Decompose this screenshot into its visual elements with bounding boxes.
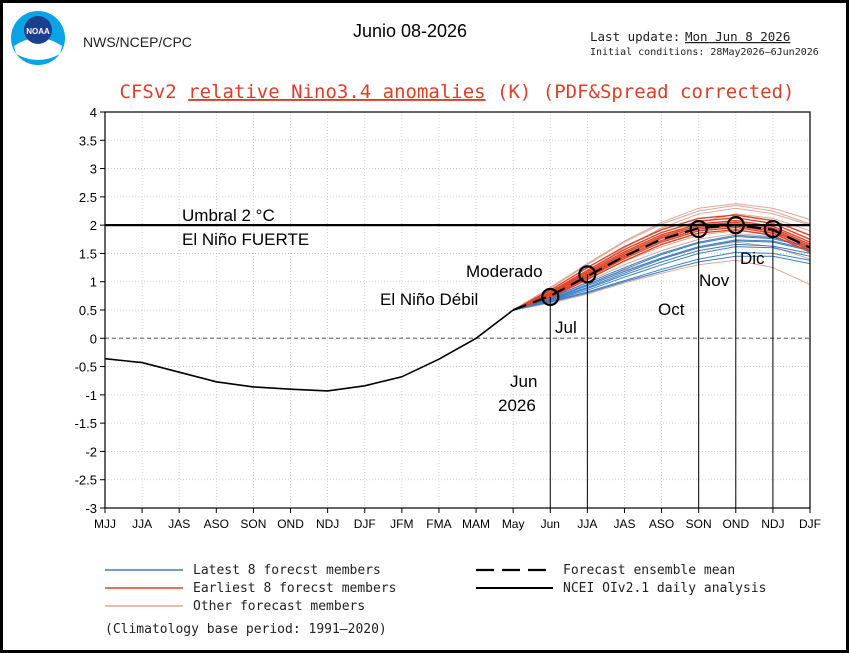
marker-circle xyxy=(726,216,745,235)
x-tick-label: May xyxy=(502,517,525,531)
x-tick-label: JFM xyxy=(390,517,413,531)
noaa-logo-text: NOAA xyxy=(26,27,50,36)
y-tick-label: -1.5 xyxy=(75,416,97,431)
analysis-line xyxy=(104,309,514,392)
x-tick-label: JJA xyxy=(132,517,152,531)
label-el-nino-debil: El Niño Débil xyxy=(380,290,478,309)
legend-mean: Forecast ensemble mean xyxy=(563,563,735,578)
title-part-model: CFSv2 xyxy=(120,81,189,103)
label-moderado: Moderado xyxy=(466,262,543,281)
x-tick-label: JJA xyxy=(577,517,597,531)
agency-label: NWS/NCEP/CPC xyxy=(83,34,192,50)
y-tick-label: 3.5 xyxy=(79,133,97,148)
noaa-logo: NOAA xyxy=(11,11,65,65)
x-tick-label: DJF xyxy=(799,517,821,531)
member-latest-line xyxy=(513,234,811,311)
member-other-line xyxy=(512,204,811,311)
x-tick-label: SON xyxy=(240,517,266,531)
member-other-line xyxy=(512,203,811,311)
member-latest-line xyxy=(513,240,811,311)
x-tick-label: OND xyxy=(722,517,749,531)
climatology-footnote: (Climatology base period: 1991–2020) xyxy=(105,622,387,637)
x-tick-label: JAS xyxy=(168,517,190,531)
annotations: Umbral 2 °C El Niño FUERTE Moderado El N… xyxy=(182,206,765,415)
initial-conditions: Initial conditions: 28May2026–6Jun2026 xyxy=(590,47,819,58)
legend-earliest: Earliest 8 forecst members xyxy=(193,581,397,596)
chart-title: CFSv2 relative Nino3.4 anomalies (K) (PD… xyxy=(120,81,795,103)
member-latest-line xyxy=(513,243,811,311)
label-oct: Oct xyxy=(658,300,685,319)
member-earliest-line xyxy=(512,217,811,311)
last-update-label: Last update: xyxy=(590,29,680,44)
marker-circle xyxy=(763,220,782,239)
x-tick-label: OND xyxy=(277,517,304,531)
marker-circle xyxy=(689,220,708,239)
y-tick-label: 0.5 xyxy=(79,303,97,318)
x-tick-label: ASO xyxy=(204,517,229,531)
y-tick-label: 2.5 xyxy=(79,190,97,205)
y-tick-label: 1 xyxy=(90,275,97,290)
x-tick-label: FMA xyxy=(426,517,451,531)
date-title: Junio 08-2026 xyxy=(353,21,467,41)
label-jul: Jul xyxy=(555,318,577,337)
x-tick-label: MAM xyxy=(462,517,490,531)
x-tick-label: DJF xyxy=(354,517,376,531)
last-update-value: Mon Jun 8 2026 xyxy=(685,29,790,44)
member-earliest-line xyxy=(512,214,811,311)
y-tick-label: -3 xyxy=(85,501,97,516)
member-other-line xyxy=(513,259,811,311)
x-tick-label: NDJ xyxy=(761,517,784,531)
threshold-label-line2: El Niño FUERTE xyxy=(182,230,309,249)
title-part-units: (K) (PDF&Spread corrected) xyxy=(486,81,795,103)
label-nov: Nov xyxy=(699,271,730,290)
member-earliest-line xyxy=(512,228,811,311)
member-latest-line xyxy=(513,255,811,311)
label-jun-year: 2026 xyxy=(498,396,536,415)
member-latest-line xyxy=(513,239,811,311)
x-tick-label: ASO xyxy=(649,517,674,531)
legend: Latest 8 forecst members Earliest 8 fore… xyxy=(105,563,767,637)
label-jun: Jun xyxy=(510,372,537,391)
y-tick-label: 0 xyxy=(90,331,97,346)
x-tick-label: SON xyxy=(686,517,712,531)
legend-other: Other forecast members xyxy=(193,599,365,614)
y-tick-label: 3 xyxy=(90,162,97,177)
y-tick-label: 4 xyxy=(90,105,97,120)
marker-circle xyxy=(541,287,560,307)
label-dic: Dic xyxy=(740,249,765,268)
legend-analysis: NCEI OIv2.1 daily analysis xyxy=(563,581,767,596)
x-tick-label: MJJ xyxy=(94,517,116,531)
y-tick-label: -0.5 xyxy=(75,360,97,375)
y-tick-label: -2.5 xyxy=(75,473,97,488)
y-tick-label: -1 xyxy=(85,388,97,403)
marker-circle xyxy=(578,265,597,284)
x-tick-label: JAS xyxy=(613,517,635,531)
y-tick-label: 2 xyxy=(90,218,97,233)
threshold-label-line1: Umbral 2 °C xyxy=(182,206,275,225)
member-latest-line xyxy=(513,251,811,311)
ensemble-mean-line xyxy=(512,223,811,312)
y-tick-label: -2 xyxy=(85,444,97,459)
x-tick-label: Jun xyxy=(541,517,560,531)
member-latest-line xyxy=(513,246,811,311)
title-part-index: relative Nino3.4 anomalies xyxy=(188,81,485,103)
legend-latest: Latest 8 forecst members xyxy=(193,563,381,578)
x-tick-label: NDJ xyxy=(316,517,339,531)
member-latest-line xyxy=(513,235,811,311)
y-tick-label: 1.5 xyxy=(79,246,97,261)
